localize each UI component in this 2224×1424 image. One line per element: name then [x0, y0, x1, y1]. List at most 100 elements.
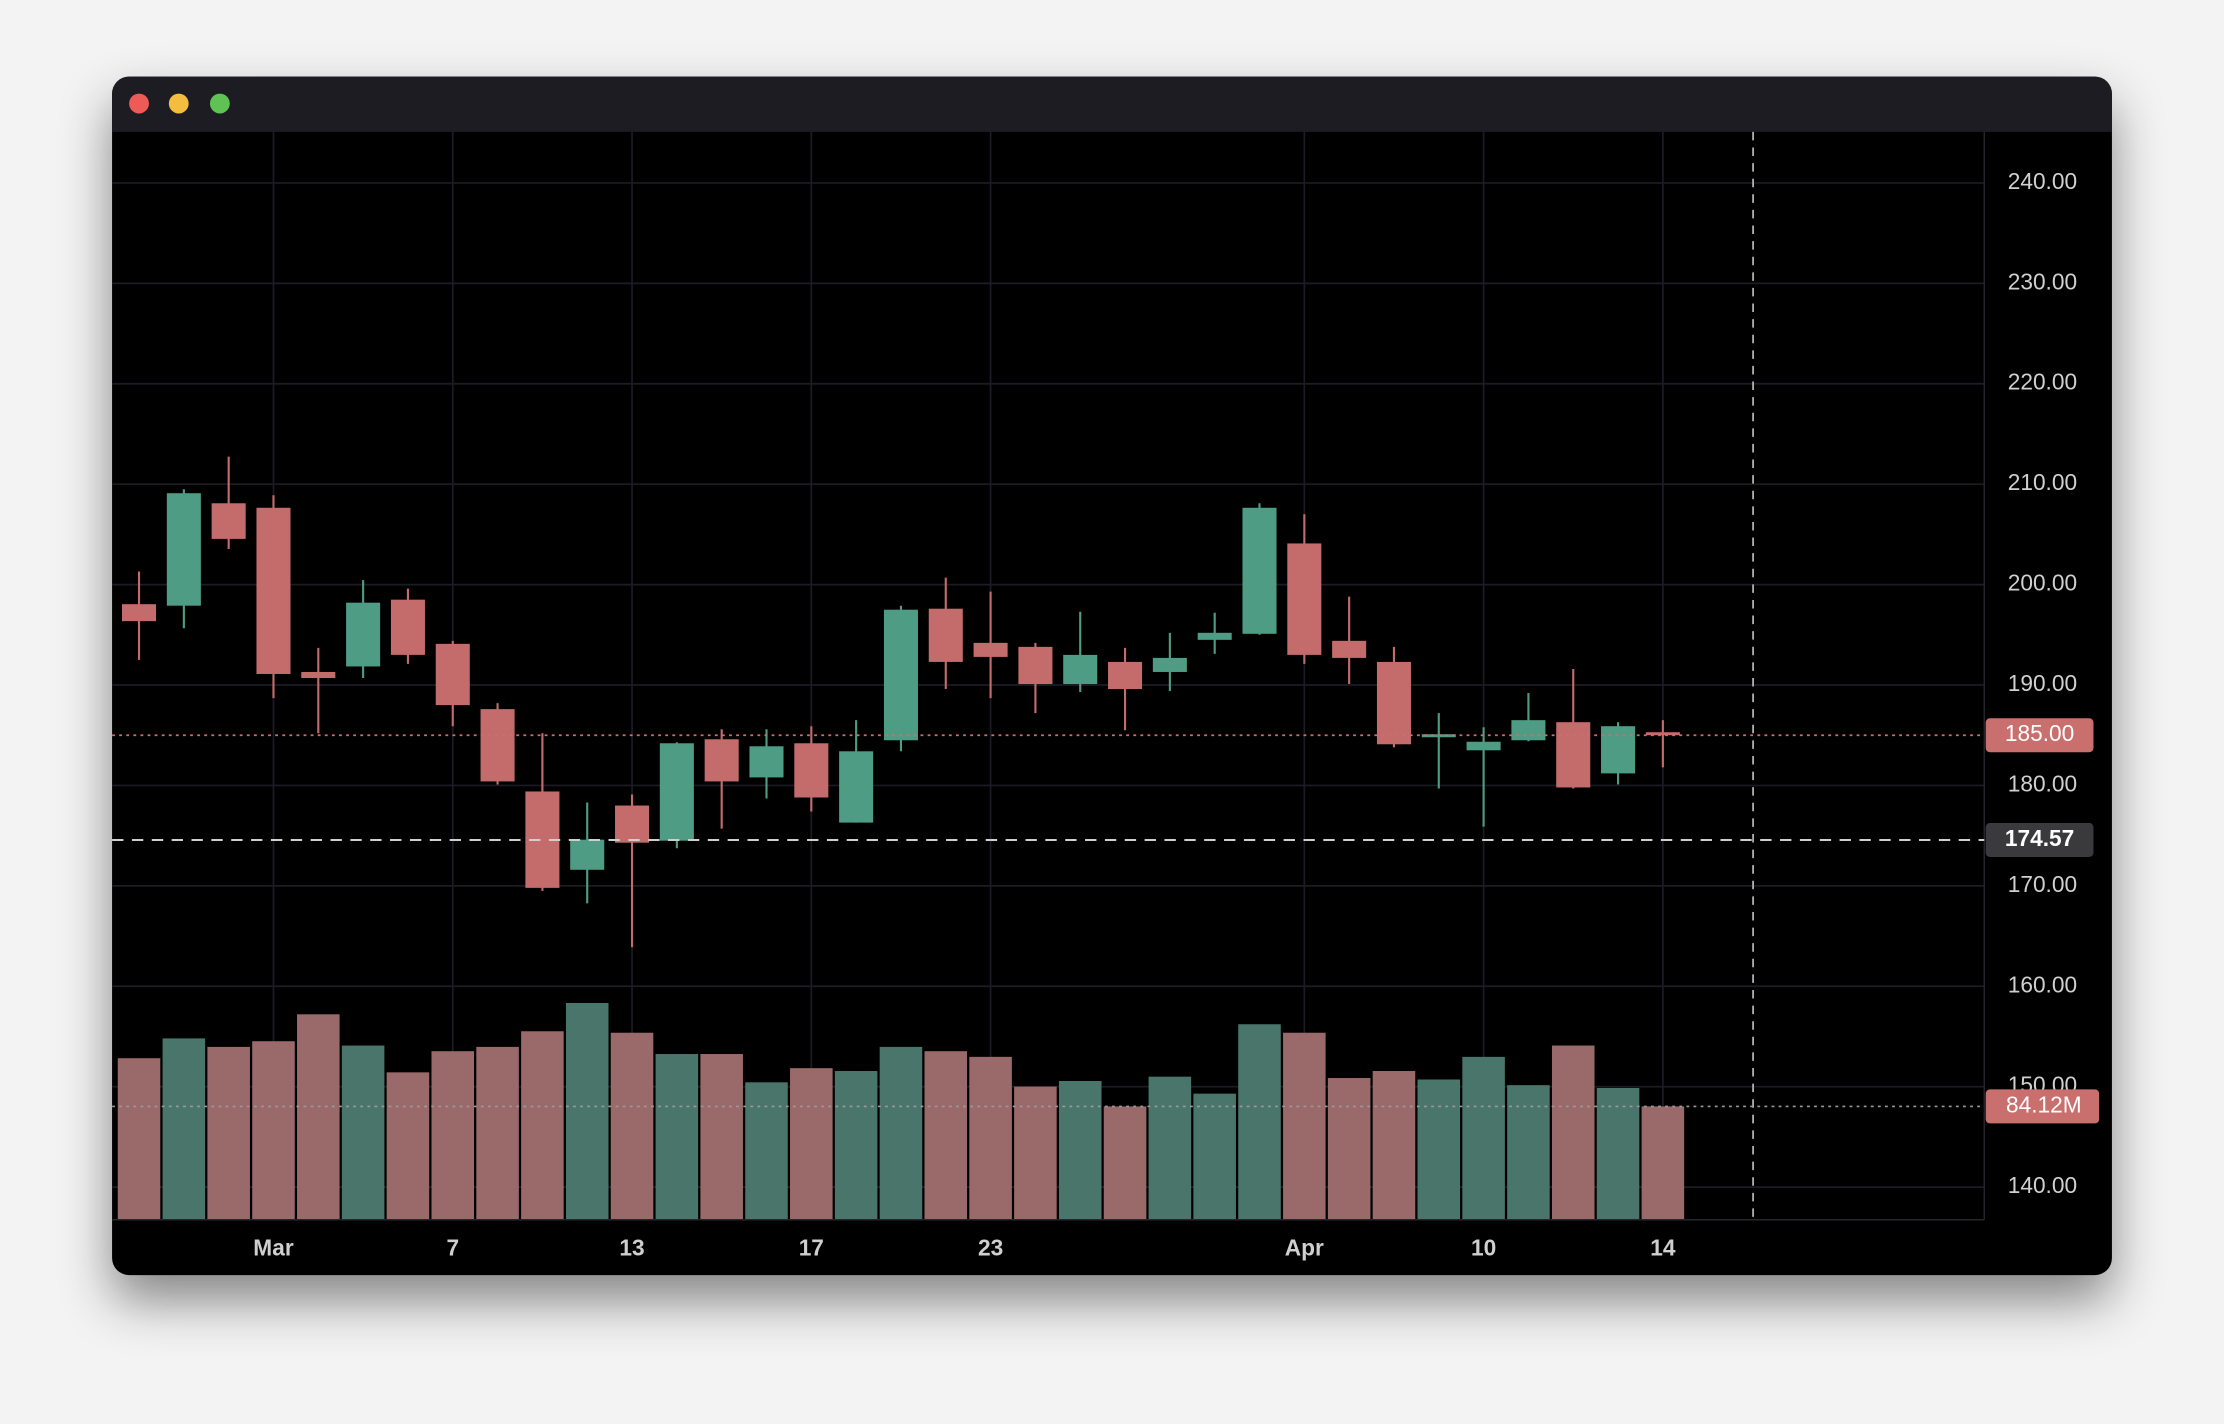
- candle-body: [211, 503, 246, 539]
- candle-body: [1645, 732, 1680, 736]
- y-tick-label: 140.00: [2008, 1172, 2077, 1198]
- volume-bar: [1551, 1045, 1595, 1220]
- plot: [112, 131, 1985, 1220]
- volume-bar: [790, 1068, 833, 1220]
- candle-body: [301, 671, 336, 678]
- candle-body: [1063, 654, 1098, 685]
- title-bar: [112, 76, 2112, 132]
- volume-bar: [1417, 1079, 1461, 1220]
- candle-body: [1197, 632, 1232, 640]
- volume-label: 84.12M: [2006, 1091, 2082, 1117]
- candle-body: [390, 599, 425, 655]
- y-tick-label: 180.00: [2008, 770, 2077, 796]
- volume-bar: [476, 1046, 519, 1220]
- price-label: 185.00: [2005, 720, 2074, 746]
- candle-body: [1376, 661, 1411, 745]
- x-tick-label: 7: [446, 1235, 459, 1261]
- price-label-bg: [1985, 822, 2094, 857]
- x-tick-label: 13: [619, 1235, 644, 1261]
- candle-body: [1511, 720, 1546, 741]
- volume-bar: [162, 1038, 206, 1220]
- volume-bar: [117, 1058, 161, 1220]
- volume-bar: [1641, 1106, 1685, 1220]
- volume-bar: [1596, 1087, 1640, 1220]
- y-tick-label: 210.00: [2008, 469, 2077, 495]
- y-tick-label: 160.00: [2008, 971, 2077, 997]
- volume-bar: [207, 1046, 250, 1220]
- overlay: 140.00150.00160.00170.00180.00190.00200.…: [112, 168, 2100, 1261]
- volume-bar: [745, 1082, 788, 1220]
- x-tick-label: 14: [1650, 1235, 1676, 1261]
- volume-bar: [1283, 1032, 1326, 1220]
- candle-body: [1152, 657, 1187, 672]
- candle-body: [704, 739, 739, 782]
- candle-body: [749, 746, 784, 778]
- candle-body: [166, 493, 201, 606]
- candle-body: [256, 507, 291, 674]
- candle-body: [1466, 741, 1501, 751]
- y-tick-label: 200.00: [2008, 570, 2077, 596]
- candle-body: [1018, 646, 1053, 685]
- volume-bar: [565, 1002, 609, 1220]
- volume-bar: [1507, 1085, 1550, 1220]
- volume-bar: [341, 1045, 385, 1220]
- candle-body: [122, 604, 157, 622]
- volume-bar: [297, 1014, 340, 1220]
- x-tick-label: 10: [1471, 1235, 1496, 1261]
- zoom-button[interactable]: [209, 93, 230, 114]
- candle-body: [1287, 543, 1322, 655]
- candle-body: [1556, 722, 1591, 788]
- minimize-button[interactable]: [168, 93, 189, 114]
- volume-bar: [431, 1051, 475, 1220]
- volume-bar: [924, 1051, 968, 1220]
- volume-bar: [969, 1056, 1012, 1220]
- volume-bar: [655, 1054, 699, 1220]
- volume-label-bg: [1985, 1089, 2100, 1124]
- x-tick-label: Apr: [1285, 1235, 1324, 1261]
- volume-bar: [700, 1054, 743, 1220]
- volume-bar: [1327, 1078, 1371, 1220]
- candle-body: [794, 743, 829, 798]
- volume-bar: [834, 1071, 878, 1220]
- y-tick-label: 190.00: [2008, 670, 2077, 696]
- y-tick-label: 170.00: [2008, 871, 2077, 897]
- y-tick-label: 220.00: [2008, 369, 2077, 395]
- candle-body: [1601, 726, 1636, 774]
- price-label: 174.57: [2005, 825, 2074, 851]
- y-tick-label: 240.00: [2008, 168, 2077, 194]
- x-tick-label: Mar: [253, 1235, 294, 1261]
- volume-bar: [1193, 1093, 1236, 1220]
- volume-bar: [610, 1032, 654, 1220]
- price-label-bg: [1985, 718, 2094, 753]
- volume-bar: [386, 1072, 430, 1220]
- candle-body: [346, 602, 381, 667]
- volume-bar: [1462, 1056, 1505, 1220]
- x-tick-label: 17: [799, 1235, 824, 1261]
- volume-bar: [1238, 1024, 1281, 1220]
- volume-bar: [252, 1041, 295, 1220]
- candle-body: [480, 709, 515, 782]
- candle-body: [839, 751, 874, 823]
- candle-body: [659, 743, 694, 841]
- candle-body: [435, 643, 470, 706]
- candle-body: [570, 839, 605, 870]
- candle-body: [1332, 640, 1367, 658]
- candle-body: [883, 609, 918, 741]
- volume-bar: [1103, 1106, 1147, 1220]
- candle-body: [928, 608, 963, 662]
- volume-bar: [1014, 1086, 1057, 1220]
- volume-bar: [1058, 1080, 1102, 1220]
- close-button[interactable]: [129, 93, 149, 114]
- candle-body: [973, 642, 1008, 657]
- candle-body: [1108, 661, 1143, 690]
- volume-bar: [521, 1031, 564, 1220]
- volume-bar: [1372, 1071, 1416, 1220]
- y-tick-label: 230.00: [2008, 268, 2077, 294]
- x-tick-label: 23: [978, 1235, 1003, 1261]
- volume-bar: [1148, 1076, 1192, 1220]
- volume-bar: [879, 1046, 923, 1220]
- candle-body: [1242, 507, 1277, 634]
- candle-body: [615, 805, 650, 843]
